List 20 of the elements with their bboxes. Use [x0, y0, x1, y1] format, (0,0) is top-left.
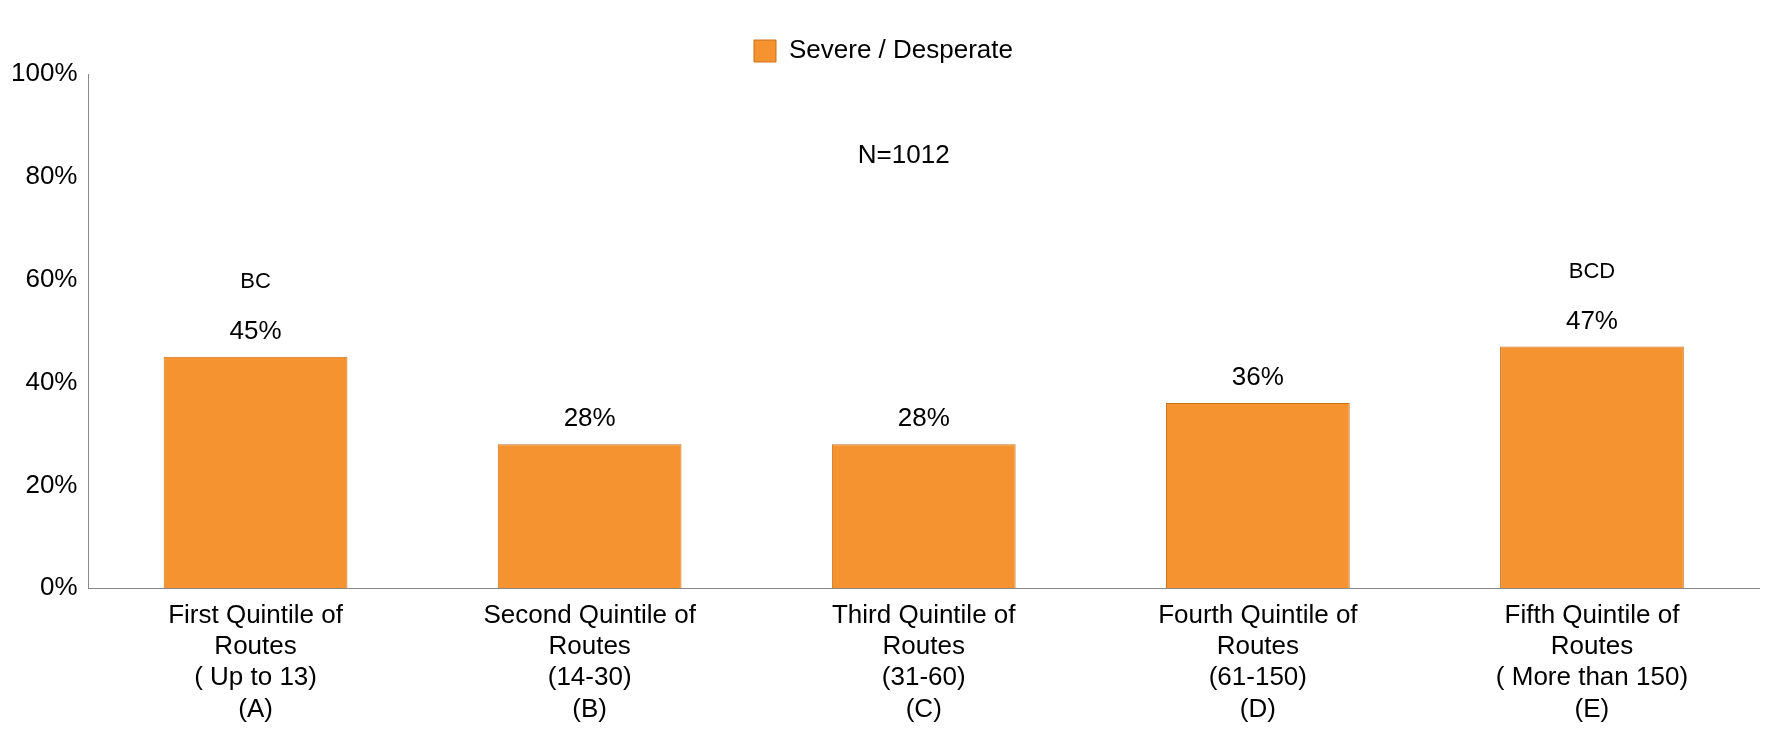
annotation: N=1012: [857, 139, 950, 170]
y-tick-label: 80%: [25, 160, 78, 191]
x-tick-label: Third Quintile of Routes (31-60) (C): [831, 598, 1017, 723]
data-label: 28%: [563, 402, 616, 433]
y-tick-label: 0%: [39, 571, 78, 602]
y-tick-label: 60%: [25, 262, 78, 293]
data-label: 28%: [897, 402, 950, 433]
data-label: 36%: [1231, 361, 1284, 392]
data-label: 47%: [1565, 304, 1618, 335]
y-tick-label: 40%: [25, 365, 78, 396]
y-tick-label: 20%: [25, 468, 78, 499]
data-label: 45%: [229, 314, 282, 345]
legend-label: Severe / Desperate: [789, 34, 1014, 65]
x-tick-label: Fourth Quintile of Routes (61-150) (D): [1158, 598, 1359, 723]
y-tick-label: 100%: [11, 57, 78, 88]
x-tick-label: Second Quintile of Routes (14-30) (B): [483, 598, 697, 723]
annotation: BC: [240, 267, 271, 293]
annotation: BCD: [1568, 257, 1616, 283]
x-tick-label: Fifth Quintile of Routes ( More than 150) (E): [1495, 598, 1689, 723]
x-tick-label: First Quintile of Routes ( Up to 13) (A): [168, 598, 344, 723]
